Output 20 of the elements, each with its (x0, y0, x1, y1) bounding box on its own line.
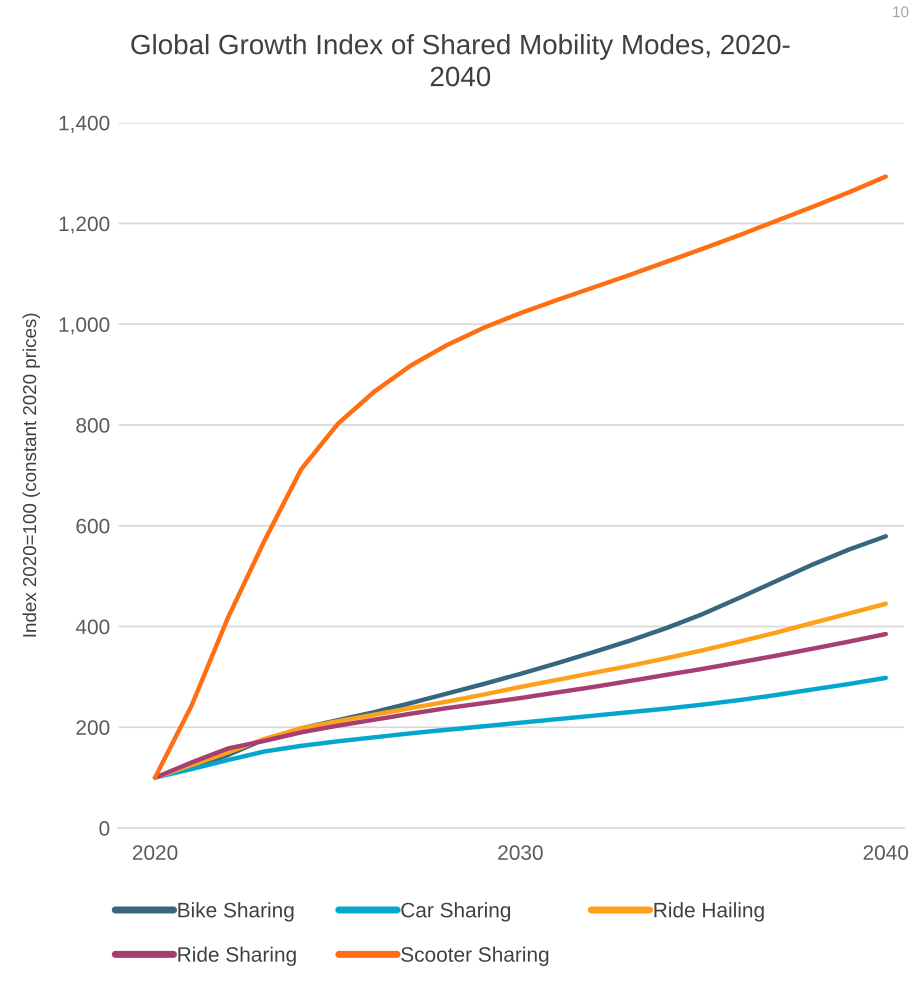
y-tick-label: 1,000 (60, 317, 110, 334)
y-tick-label: 1,400 (60, 116, 110, 133)
y-tick-label: 0 (99, 821, 110, 836)
legend-label: Scooter Sharing (401, 946, 548, 966)
x-tick-label: 2040 (864, 845, 908, 860)
x-tick-label: 2020 (132, 845, 178, 860)
y-tick-label: 400 (76, 619, 110, 634)
x-tick-label: 2030 (498, 845, 543, 860)
text: 10 (893, 6, 908, 18)
legend-label: Car Sharing (401, 902, 510, 922)
y-axis-title: Index 2020=100 (constant 2020 prices) (22, 314, 40, 636)
legend-label: Bike Sharing (178, 902, 294, 922)
legend-label: Ride Sharing (178, 946, 296, 966)
y-tick-label: 600 (76, 518, 110, 534)
y-tick-label: 200 (76, 720, 110, 735)
y-tick-label: 1,200 (60, 216, 110, 234)
line-series (152, 174, 888, 780)
chart-title: Global Growth Index of Shared Mobility Modes, 2020-2040 (131, 34, 790, 86)
legend-label: Ride Hailing (654, 902, 764, 922)
y-tick-label: 800 (76, 418, 110, 433)
